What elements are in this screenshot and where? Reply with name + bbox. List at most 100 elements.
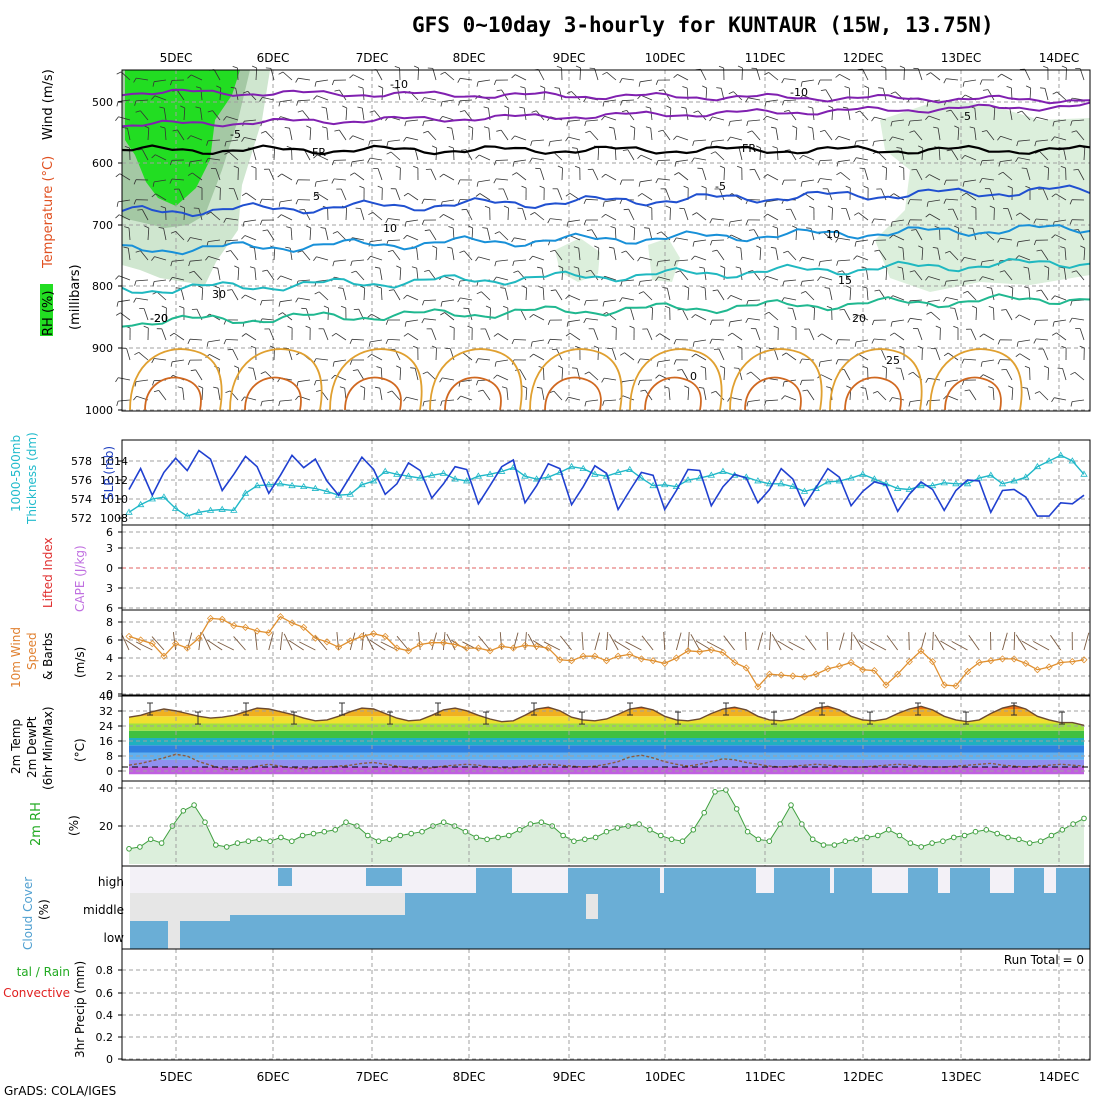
wind-barb-flag <box>151 358 155 364</box>
wind-barb <box>141 149 149 161</box>
thickness-point <box>299 482 308 490</box>
surface-barb <box>288 639 304 651</box>
wind-barb-flag <box>826 386 832 389</box>
wind-barb-flag <box>925 378 929 383</box>
wind-barb-flag <box>374 386 380 389</box>
wind-barb-flag <box>962 181 965 187</box>
upper-frame <box>121 69 1091 412</box>
wind-barb-flag <box>881 365 887 369</box>
wind-barb <box>281 214 293 221</box>
thickness-point <box>754 477 762 484</box>
wind-barb-flag <box>846 385 851 389</box>
wind-barb-flag <box>979 79 983 85</box>
thickness-point <box>521 472 529 479</box>
wind-barb-flag <box>404 121 407 127</box>
wind-barb <box>391 390 401 401</box>
wind-barb-flag <box>475 358 479 364</box>
wind-barb <box>507 107 510 121</box>
wind-barb-flag <box>251 165 257 169</box>
thickness-point <box>218 505 226 512</box>
surface-barb <box>254 632 258 651</box>
wind-barb-flag <box>1079 345 1085 349</box>
wind-barb-flag <box>133 199 137 205</box>
wind-speed-point <box>894 670 902 678</box>
wind-barb-flag <box>476 380 479 386</box>
wind-barb <box>696 212 707 221</box>
wind-barb-flag <box>124 226 130 229</box>
wind-barb-flag <box>1036 249 1042 252</box>
wind-speed-point <box>707 646 715 654</box>
wind-barb-flag <box>387 390 393 394</box>
wind-barb-flag <box>980 160 983 166</box>
wind-barb-flag <box>943 180 947 186</box>
thickness-point <box>136 500 145 508</box>
wind-barb <box>704 287 707 301</box>
wind-barb <box>747 199 761 201</box>
surface-barb <box>279 632 283 651</box>
wind-barb <box>163 228 167 241</box>
rh-point <box>180 808 187 814</box>
wind-barb-flag <box>782 281 785 287</box>
rh-point <box>1016 836 1022 843</box>
wind-barb <box>954 308 959 321</box>
wind-barb <box>301 250 311 261</box>
wind-barb-flag <box>421 97 425 102</box>
surface-barb <box>858 640 875 651</box>
temp-hot-bands <box>129 705 1084 738</box>
thickness-point <box>428 471 436 478</box>
wind-barb <box>730 319 743 323</box>
rh-point <box>668 836 675 843</box>
wind-barb <box>730 219 743 223</box>
wind-barb-flag <box>943 198 947 204</box>
thickness-point <box>195 508 203 515</box>
contour-label: 20 <box>852 312 866 325</box>
wind-barb <box>858 212 869 221</box>
wind-barb <box>442 116 455 121</box>
wind-barb <box>298 297 311 301</box>
wind-barb <box>982 178 995 181</box>
slp-line <box>128 449 1085 517</box>
wind-barb <box>643 291 653 301</box>
wind-speed-point <box>847 658 855 667</box>
surface-barb <box>283 633 293 651</box>
wind-barb <box>957 127 960 141</box>
wind-barb-flag <box>349 74 354 79</box>
wind-barb <box>784 395 797 401</box>
wind-barb-flag <box>583 219 587 225</box>
rh-point <box>516 827 523 833</box>
wind-barb-flag <box>410 367 416 369</box>
wind-barb <box>460 379 473 383</box>
rh-point <box>592 834 599 841</box>
wind-barb-flag <box>645 106 651 109</box>
surface-barb <box>1013 631 1016 651</box>
wind-barb <box>603 399 617 402</box>
wind-barb <box>302 110 311 121</box>
temperature-label-text: Temperature (°C) <box>41 156 56 269</box>
wind-barb <box>261 198 275 201</box>
surface-barb <box>850 631 853 651</box>
wind-barb-flag <box>897 266 903 269</box>
wind-barb <box>265 131 275 141</box>
wind-barb <box>986 130 995 141</box>
wind-barb <box>856 139 869 142</box>
wind-barb-flag <box>1073 169 1079 171</box>
wind-barb-flag <box>925 115 929 120</box>
wind-barb <box>738 148 743 161</box>
wind-barb <box>424 97 437 101</box>
wind-barb-flag <box>655 79 659 85</box>
wind-barb-flag <box>871 338 875 344</box>
rh-point <box>191 802 197 808</box>
wind-barb-flag <box>457 395 461 400</box>
wind-barb <box>571 91 581 101</box>
wind-barb <box>807 389 815 401</box>
wind-speed-point <box>987 657 995 665</box>
wind-barb-flag <box>819 129 826 133</box>
wind-barb-flag <box>115 312 121 316</box>
wind-barb <box>533 314 545 321</box>
wind-barb <box>462 352 473 361</box>
wind-barb <box>478 358 491 361</box>
slp-tick-label: 1008 <box>100 512 128 525</box>
wind-barb <box>182 388 185 401</box>
temperature-label: Temperature (°C) <box>41 156 56 269</box>
wind-barb <box>650 108 653 121</box>
